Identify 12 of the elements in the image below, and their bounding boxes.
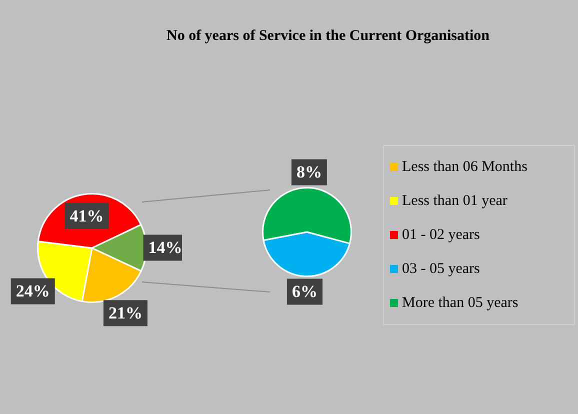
legend-label: 03 - 05 years — [402, 260, 480, 278]
data-label: 41% — [70, 206, 104, 226]
data-label: 21% — [108, 304, 142, 323]
data-label: 6% — [292, 282, 318, 302]
legend-label: More than 05 years — [402, 294, 518, 312]
legend-label: Less than 01 year — [402, 192, 508, 210]
data-label: 24% — [16, 282, 50, 301]
data-label: 14% — [148, 238, 182, 258]
data-label: 8% — [296, 162, 322, 182]
chart-title: No of years of Service in the Current Organisation — [165, 28, 490, 45]
legend-label: 01 - 02 years — [402, 226, 480, 244]
legend-label: Less than 06 Months — [402, 158, 528, 176]
